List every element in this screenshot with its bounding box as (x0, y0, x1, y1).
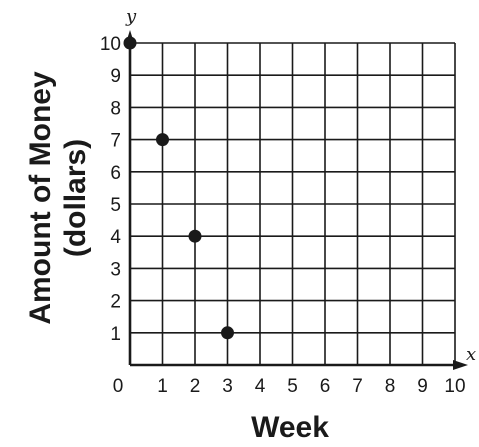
y-tick-label: 6 (110, 163, 121, 184)
x-tick-label: 0 (113, 376, 124, 397)
data-points (123, 36, 234, 340)
x-tick-label: 3 (222, 376, 233, 397)
y-axis-letter: y (125, 6, 137, 27)
y-tick-label: 9 (110, 66, 121, 87)
y-tick-label: 7 (110, 131, 121, 152)
y-tick-label: 5 (110, 195, 121, 216)
axes (125, 30, 468, 370)
x-tick-label: 5 (287, 376, 298, 397)
x-tick-label: 10 (444, 376, 465, 397)
y-tick-label: 10 (100, 34, 121, 55)
x-tick-label: 4 (255, 376, 266, 397)
y-axis-title: Amount of Money (dollars) (24, 71, 92, 325)
x-tick-label: 7 (352, 376, 363, 397)
y-tick-label: 2 (110, 292, 121, 313)
y-tick-label: 8 (110, 98, 121, 119)
x-axis-title: Week (251, 411, 329, 444)
y-axis-title-line-2: (dollars) (59, 139, 92, 257)
x-tick-label: 1 (157, 376, 168, 397)
x-tick-label: 9 (417, 376, 428, 397)
y-axis-title-line-1: Amount of Money (24, 71, 57, 325)
x-tick-label: 2 (190, 376, 201, 397)
data-point (221, 326, 234, 340)
data-point (188, 229, 202, 243)
data-point (123, 36, 137, 50)
x-tick-label: 8 (385, 376, 396, 397)
y-tick-label: 1 (110, 324, 121, 345)
grid-lines (129, 42, 456, 366)
x-axis-arrow (453, 360, 468, 370)
y-tick-label: 3 (110, 259, 121, 280)
x-axis-letter: x (466, 344, 476, 365)
data-point (156, 133, 169, 147)
y-tick-label: 4 (110, 227, 121, 248)
x-tick-label: 6 (320, 376, 331, 397)
